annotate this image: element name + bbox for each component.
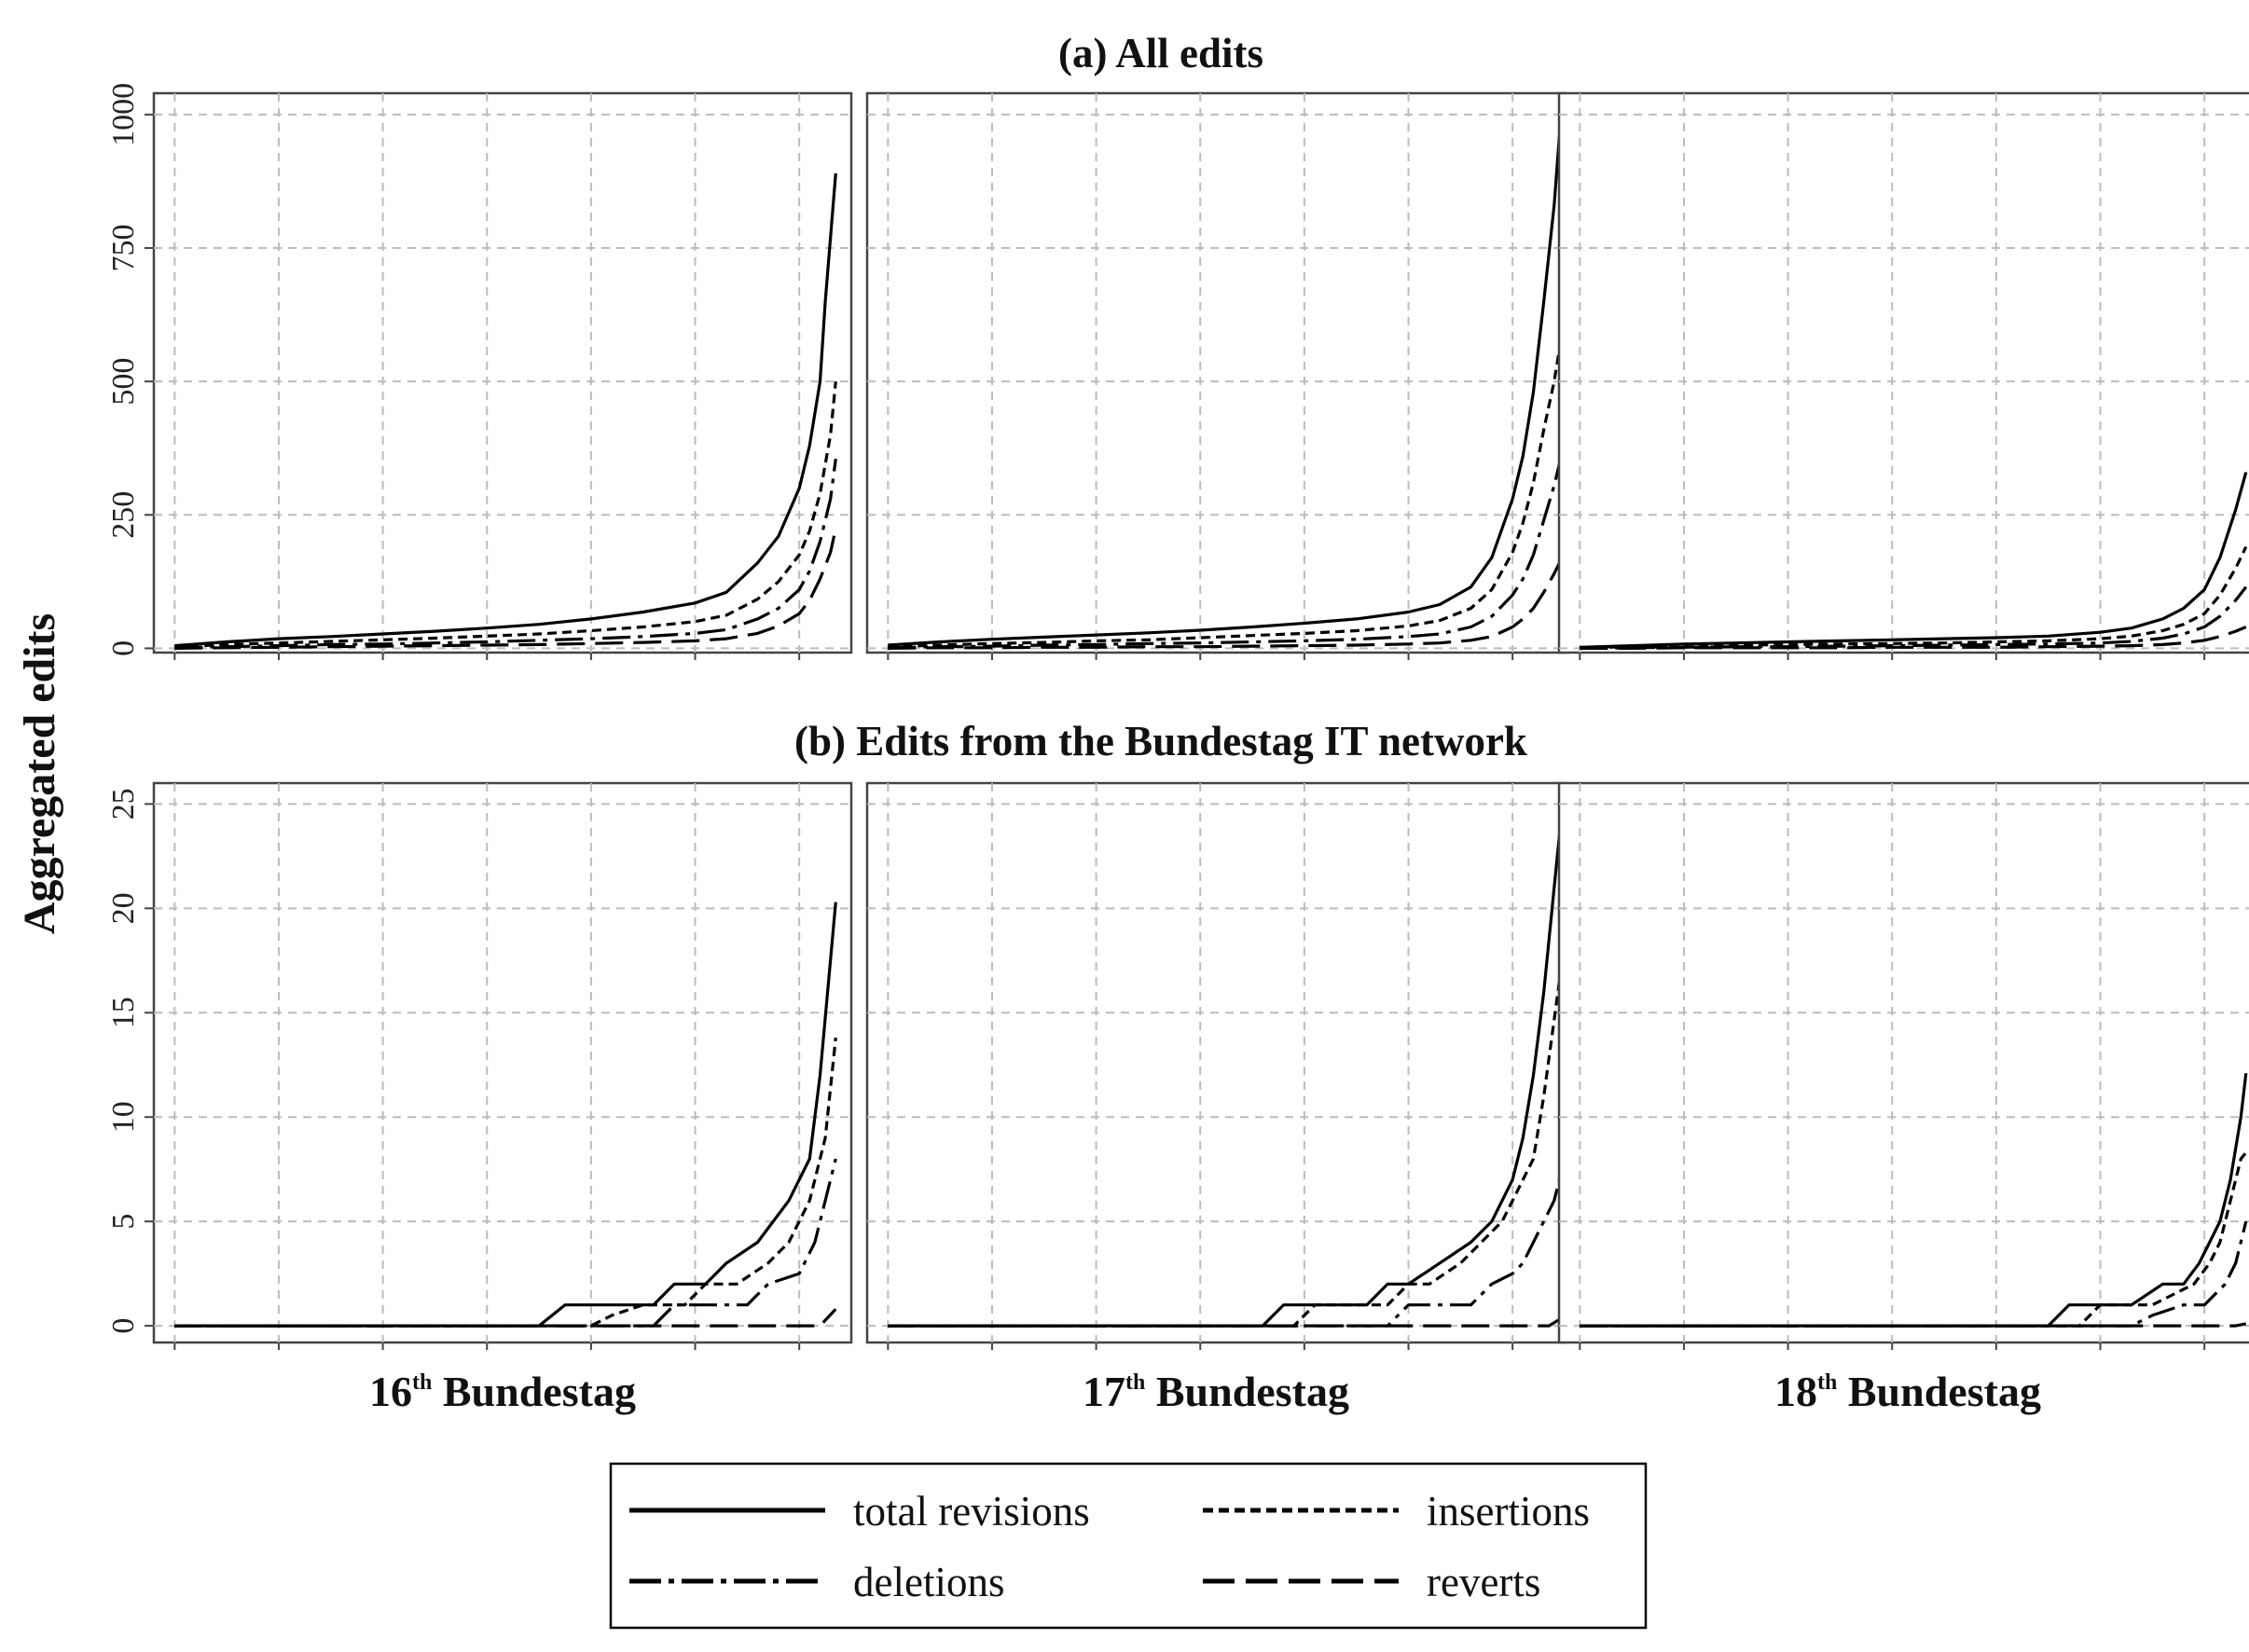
series-line-insertions xyxy=(1580,545,2248,650)
column-label-2: 17th Bundestag xyxy=(1083,1368,1349,1415)
series-line-insertions xyxy=(888,981,1561,1328)
series-line-deletions xyxy=(174,1158,837,1328)
series-line-insertions xyxy=(174,1037,837,1328)
y-axis-label: Aggregated edits xyxy=(15,613,64,934)
legend-box xyxy=(609,1462,1648,1630)
series-line-total-revisions xyxy=(1580,1073,2248,1328)
series-line-reverts xyxy=(888,562,1561,650)
series-line-insertions xyxy=(1580,1151,2248,1328)
y-tick-label: 0 xyxy=(106,1318,141,1334)
series-line-total-revisions xyxy=(888,834,1561,1328)
series-line-reverts xyxy=(174,1308,837,1328)
column-text: Bundestag xyxy=(1837,1368,2041,1415)
row-a-title: (a) All edits xyxy=(1058,30,1263,76)
y-tick-label: 20 xyxy=(106,892,141,924)
panel-frame xyxy=(1557,781,2249,1344)
y-tick-label: 750 xyxy=(106,225,141,272)
y-tick-label: 0 xyxy=(106,640,141,656)
y-tick-label: 10 xyxy=(106,1101,141,1133)
column-text: Bundestag xyxy=(432,1368,636,1415)
series-line-total-revisions xyxy=(174,172,837,648)
series-line-total-revisions xyxy=(888,135,1561,647)
legend-label-deletions: deletions xyxy=(853,1559,1004,1605)
y-tick-label: 15 xyxy=(106,997,141,1028)
panel-frame xyxy=(1557,91,2249,654)
panel-frame xyxy=(865,781,1566,1344)
column-text: Bundestag xyxy=(1145,1368,1349,1415)
y-tick-label: 5 xyxy=(106,1214,141,1230)
series-line-insertions xyxy=(888,349,1561,649)
y-tick-label: 500 xyxy=(106,358,141,406)
panel-a-3 xyxy=(1557,91,2249,660)
row-b-title: (b) Edits from the Bundestag IT network xyxy=(794,718,1527,764)
panel-a-2 xyxy=(865,91,1566,660)
series-line-deletions xyxy=(888,1179,1561,1328)
series-line-reverts xyxy=(1580,1322,2247,1328)
column-label-3: 18th Bundestag xyxy=(1774,1368,2041,1415)
legend-label-total-revisions: total revisions xyxy=(853,1488,1090,1535)
series-line-deletions xyxy=(1580,585,2248,650)
panel-a-1: 0 250 500 750 1000 xyxy=(106,83,853,660)
column-number: 18 xyxy=(1774,1368,1817,1415)
series-line-reverts xyxy=(174,528,837,650)
panel-frame xyxy=(152,91,853,654)
panel-b-3 xyxy=(1557,781,2249,1350)
column-ordinal-suffix: th xyxy=(1817,1370,1837,1395)
legend: total revisions insertions deletions rev… xyxy=(609,1462,1648,1630)
panel-frame xyxy=(152,781,853,1344)
legend-label-reverts: reverts xyxy=(1427,1559,1540,1605)
column-number: 17 xyxy=(1083,1368,1125,1415)
panel-b-2 xyxy=(865,781,1566,1350)
panel-b-1: 0 5 10 15 20 25 xyxy=(106,781,853,1350)
series-line-insertions xyxy=(174,381,837,649)
y-tick-label: 1000 xyxy=(106,83,141,146)
series-line-deletions xyxy=(174,458,837,650)
column-label-1: 16th Bundestag xyxy=(369,1368,636,1415)
series-line-reverts xyxy=(1580,626,2247,651)
series-line-deletions xyxy=(888,463,1561,650)
column-ordinal-suffix: th xyxy=(1125,1370,1145,1395)
series-line-total-revisions xyxy=(1580,472,2248,649)
y-tick-label: 25 xyxy=(106,788,141,819)
column-number: 16 xyxy=(369,1368,412,1415)
series-line-deletions xyxy=(1580,1220,2248,1328)
series-line-reverts xyxy=(888,1318,1561,1328)
legend-label-insertions: insertions xyxy=(1427,1488,1590,1535)
panel-frame xyxy=(865,91,1566,654)
column-ordinal-suffix: th xyxy=(412,1370,432,1395)
y-tick-label: 250 xyxy=(106,491,141,539)
